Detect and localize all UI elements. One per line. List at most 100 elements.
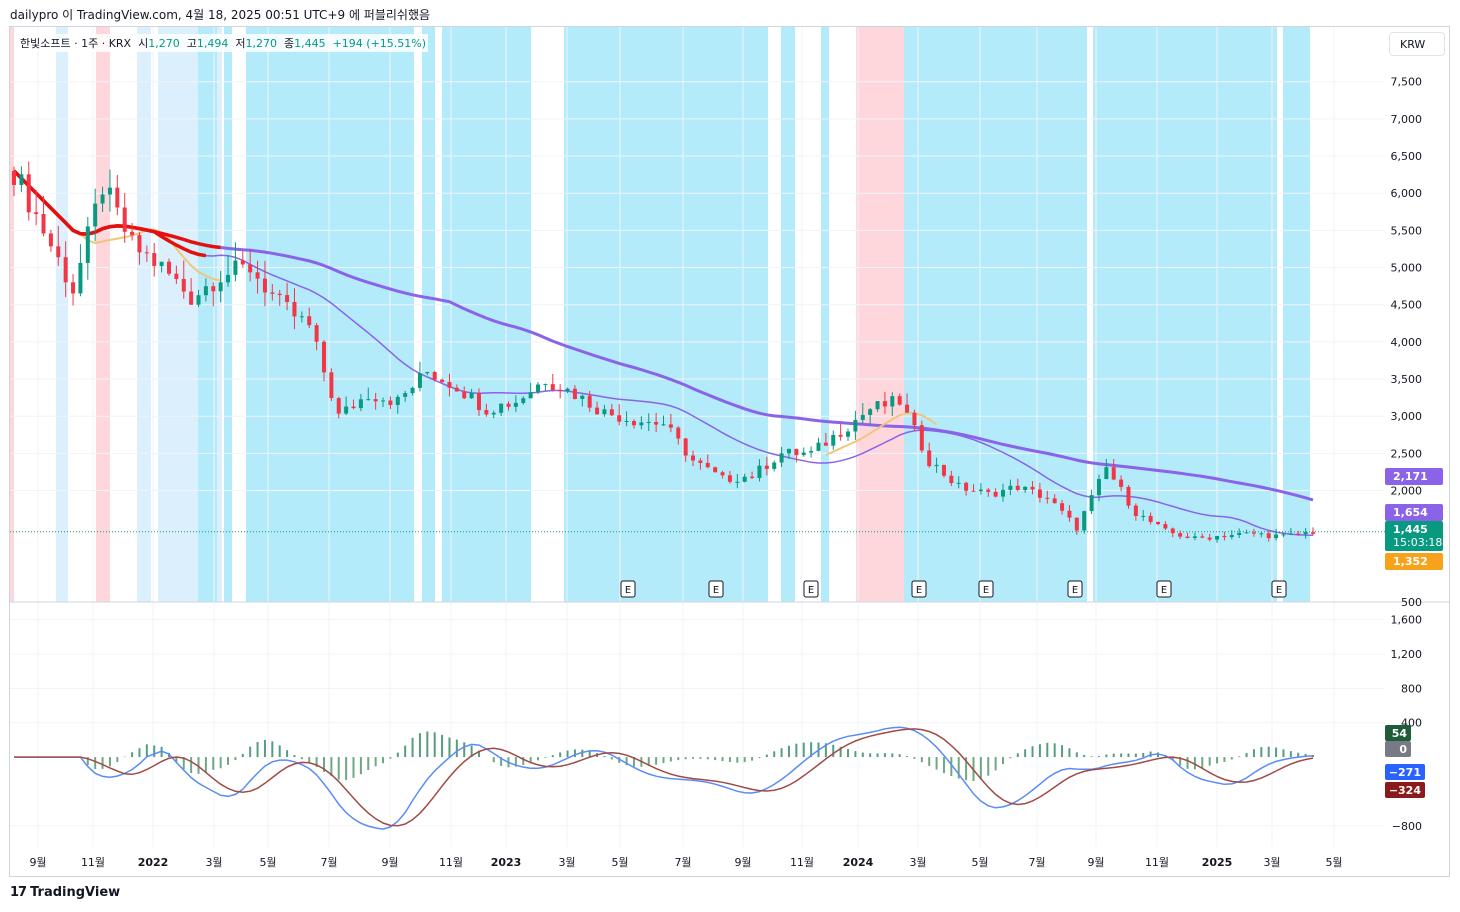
candle-body bbox=[1215, 535, 1220, 540]
candle-body bbox=[1200, 536, 1205, 538]
background-band bbox=[1093, 27, 1277, 602]
candle-body bbox=[34, 212, 39, 215]
candle-body bbox=[676, 427, 681, 439]
candle-body bbox=[476, 393, 481, 411]
candle-body bbox=[875, 401, 880, 410]
candle-body bbox=[270, 292, 275, 294]
macd-tick-label: 1,200 bbox=[1391, 648, 1423, 661]
candle-body bbox=[462, 391, 467, 399]
candle-body bbox=[809, 450, 814, 453]
ma-red-line-long bbox=[12, 169, 221, 250]
candle-body bbox=[1251, 532, 1256, 534]
signal-line bbox=[14, 728, 1314, 827]
candle-body bbox=[1156, 521, 1161, 525]
candle-body bbox=[403, 393, 408, 397]
candle-body bbox=[395, 396, 400, 405]
macd-value-box bbox=[1385, 782, 1425, 798]
close-value: 1,445 bbox=[294, 37, 326, 50]
tradingview-footer[interactable]: 17 TradingView bbox=[10, 885, 120, 900]
candle-body bbox=[1288, 533, 1293, 535]
candle-body bbox=[617, 415, 622, 422]
candle-body bbox=[491, 412, 496, 415]
candle-body bbox=[521, 398, 526, 403]
candle-body bbox=[174, 273, 179, 279]
candle-body bbox=[705, 462, 710, 468]
candle-body bbox=[211, 286, 216, 292]
earnings-label: E bbox=[625, 585, 631, 596]
candle-body bbox=[203, 286, 208, 296]
candle-body bbox=[130, 231, 135, 236]
candle-body bbox=[344, 406, 349, 414]
candle-body bbox=[1126, 486, 1131, 506]
earnings-label: E bbox=[808, 585, 814, 596]
candle-body bbox=[978, 489, 983, 492]
candle-body bbox=[1141, 515, 1146, 517]
macd-value-label: −324 bbox=[1385, 782, 1425, 798]
candle-body bbox=[941, 464, 946, 476]
candle-body bbox=[831, 434, 836, 446]
macd-value-box bbox=[1385, 725, 1411, 741]
candle-body bbox=[779, 453, 784, 463]
background-band bbox=[224, 27, 232, 602]
earnings-label: E bbox=[1072, 585, 1078, 596]
price-tick-label: 7,500 bbox=[1391, 76, 1423, 89]
time-tick-label: 5월 bbox=[1325, 856, 1342, 869]
candle-body bbox=[631, 421, 636, 426]
earnings-marker: E bbox=[803, 580, 819, 598]
candle-body bbox=[499, 403, 504, 413]
candle-body bbox=[572, 388, 577, 399]
background-band bbox=[158, 27, 198, 602]
time-tick-label: 7월 bbox=[320, 856, 337, 869]
candle-body bbox=[1207, 537, 1212, 540]
macd-tick-label: −800 bbox=[1392, 820, 1422, 833]
low-value: 1,270 bbox=[245, 37, 277, 50]
background-band bbox=[442, 27, 531, 602]
candle-body bbox=[772, 462, 777, 469]
candle-body bbox=[905, 404, 910, 413]
low-label: 저 bbox=[235, 37, 246, 50]
candle-body bbox=[159, 261, 164, 266]
tradingview-logo-icon: 17 bbox=[10, 885, 27, 900]
earnings-box bbox=[978, 580, 994, 598]
candle-body bbox=[425, 372, 430, 374]
candle-body bbox=[698, 460, 703, 463]
earnings-marker: E bbox=[1156, 580, 1172, 598]
candle-body bbox=[934, 464, 939, 467]
time-tick-label: 5월 bbox=[971, 856, 988, 869]
currency-button[interactable]: KRW bbox=[1389, 32, 1445, 56]
candle-body bbox=[226, 274, 231, 283]
candle-body bbox=[1074, 517, 1079, 531]
candle-body bbox=[646, 421, 651, 423]
candle-body bbox=[122, 207, 127, 232]
candle-body bbox=[1052, 498, 1057, 504]
earnings-label: E bbox=[916, 585, 922, 596]
time-tick-label: 9월 bbox=[29, 856, 46, 869]
candle-body bbox=[1001, 489, 1006, 497]
time-tick-label: 9월 bbox=[1087, 856, 1104, 869]
candle-body bbox=[1192, 536, 1197, 538]
background-band bbox=[821, 27, 829, 602]
chart-frame bbox=[9, 26, 1450, 877]
candle-body bbox=[41, 214, 46, 234]
candle-body bbox=[1274, 534, 1279, 539]
candle-body bbox=[757, 465, 762, 478]
candle-body bbox=[691, 455, 696, 461]
symbol-legend: 한빛소프트 · 1주 · KRX 시1,270 고1,494 저1,270 종1… bbox=[18, 34, 429, 52]
price-label-value: 2,171 bbox=[1393, 470, 1428, 483]
brand-name: TradingView bbox=[30, 885, 121, 900]
background-band bbox=[422, 27, 435, 602]
candle-body bbox=[595, 407, 600, 415]
candle-body bbox=[1133, 505, 1138, 516]
macd-value-text: −324 bbox=[1389, 784, 1422, 797]
candle-body bbox=[152, 253, 157, 266]
candle-body bbox=[388, 400, 393, 405]
price-label: 2,171 bbox=[1385, 468, 1443, 485]
price-label-box bbox=[1385, 553, 1443, 570]
price-tick-label: 3,500 bbox=[1391, 373, 1423, 386]
ma-purple-line-thick bbox=[220, 246, 1314, 502]
candle-body bbox=[912, 412, 917, 426]
candle-body bbox=[860, 414, 865, 420]
